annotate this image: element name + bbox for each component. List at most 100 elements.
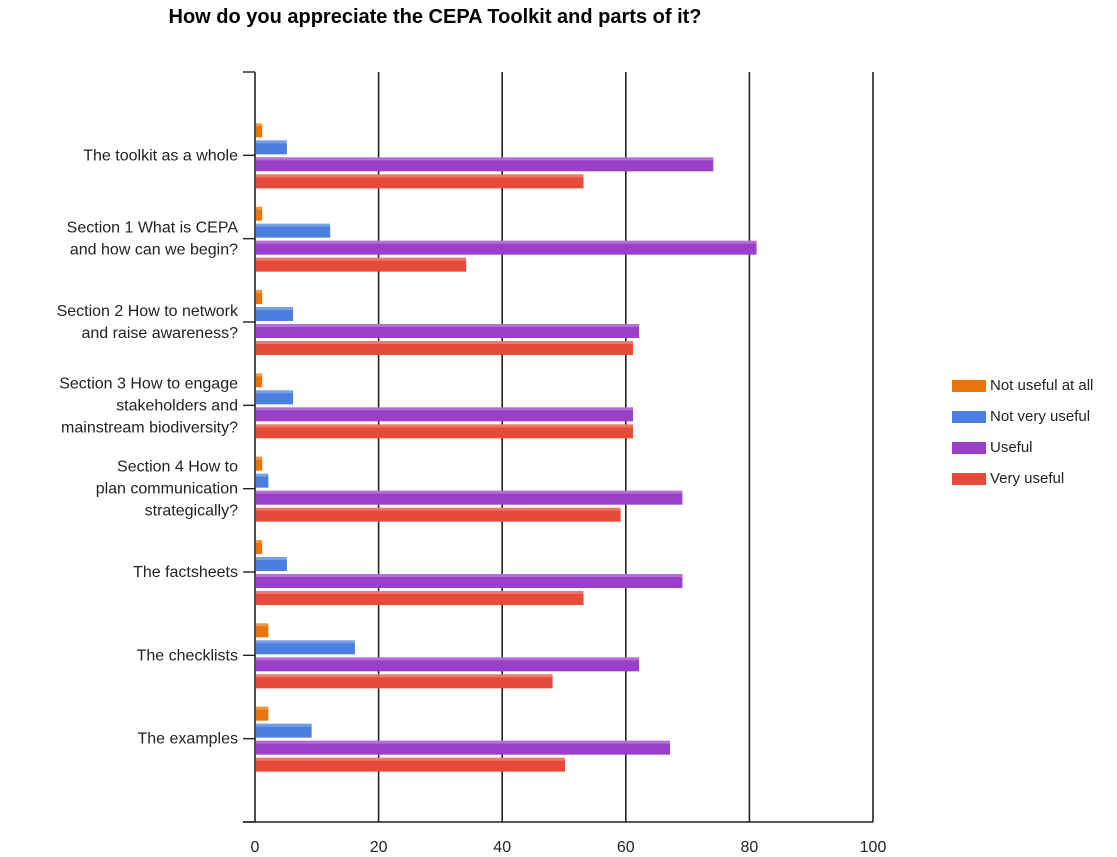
category-label: Section 3 How to engage bbox=[59, 375, 238, 392]
bar-highlight bbox=[256, 140, 287, 144]
bar-highlight bbox=[256, 623, 269, 627]
legend-item: Not useful at all bbox=[952, 370, 1117, 401]
legend-label: Not very useful bbox=[990, 408, 1091, 425]
bar bbox=[256, 407, 633, 422]
bar-highlight bbox=[256, 407, 633, 411]
bar-highlight bbox=[256, 174, 584, 178]
legend-label: Very useful bbox=[990, 470, 1065, 487]
bar bbox=[256, 456, 263, 471]
bar bbox=[256, 507, 621, 522]
bar bbox=[256, 324, 640, 338]
bar bbox=[256, 623, 269, 638]
bar bbox=[256, 307, 294, 321]
bar-highlight bbox=[256, 757, 565, 761]
category-label: Section 4 How to bbox=[117, 459, 238, 476]
legend: Not useful at all Not very useful Useful Ve… bbox=[952, 370, 1117, 494]
legend-label: Useful bbox=[990, 439, 1033, 456]
category-label: plan communication bbox=[96, 481, 238, 498]
bar bbox=[256, 706, 269, 721]
bar-highlight bbox=[256, 574, 683, 577]
bar bbox=[256, 174, 584, 189]
bar-highlight bbox=[256, 424, 633, 428]
legend-swatch bbox=[952, 472, 986, 485]
bar-highlight bbox=[256, 591, 584, 594]
bar-highlight bbox=[256, 341, 633, 344]
bar-highlight bbox=[256, 240, 757, 244]
bar bbox=[256, 223, 331, 238]
category-label: stakeholders and bbox=[116, 397, 238, 414]
bar-highlight bbox=[256, 290, 263, 293]
bar bbox=[256, 473, 269, 488]
bar-highlight bbox=[256, 373, 263, 377]
category-label: and how can we begin? bbox=[70, 242, 238, 259]
bar bbox=[256, 206, 263, 221]
legend-item: Very useful bbox=[952, 463, 1117, 494]
bar-highlight bbox=[256, 206, 263, 210]
category-label: and raise awareness? bbox=[81, 325, 238, 342]
bars bbox=[256, 123, 757, 772]
bar-chart: 0 20 40 60 80 100 The toolkit as a whole Sectio… bbox=[57, 71, 887, 856]
bar-highlight bbox=[256, 473, 269, 477]
bar-highlight bbox=[256, 540, 263, 543]
legend-swatch bbox=[952, 441, 986, 454]
category-label: mainstream biodiversity? bbox=[61, 419, 238, 436]
category-label: The factsheets bbox=[133, 564, 238, 581]
x-tick-label: 0 bbox=[251, 839, 260, 856]
bar bbox=[256, 157, 714, 172]
category-label: The toolkit as a whole bbox=[83, 147, 238, 164]
x-tick-label: 80 bbox=[741, 839, 759, 856]
bar-highlight bbox=[256, 657, 640, 661]
bar-highlight bbox=[256, 456, 263, 460]
bar bbox=[256, 490, 683, 505]
bar-highlight bbox=[256, 674, 553, 678]
bar bbox=[256, 640, 355, 655]
labels: 0 20 40 60 80 100 The toolkit as a whole Sectio… bbox=[57, 147, 887, 856]
bar bbox=[256, 424, 633, 439]
bar bbox=[256, 140, 287, 155]
bar-highlight bbox=[256, 223, 331, 227]
category-label: The checklists bbox=[137, 647, 238, 664]
bar bbox=[256, 390, 294, 405]
bar bbox=[256, 257, 467, 272]
category-label: The examples bbox=[138, 731, 239, 748]
legend-swatch bbox=[952, 410, 986, 423]
legend-item: Not very useful bbox=[952, 401, 1117, 432]
bar-highlight bbox=[256, 723, 312, 727]
bar bbox=[256, 540, 263, 554]
grid-lines bbox=[377, 72, 874, 822]
bar-highlight bbox=[256, 390, 294, 394]
legend-label: Not useful at all bbox=[990, 377, 1094, 394]
axes bbox=[243, 71, 873, 823]
bar-highlight bbox=[256, 257, 467, 261]
category-label: strategically? bbox=[145, 503, 238, 520]
bar-highlight bbox=[256, 123, 263, 127]
bar bbox=[256, 757, 565, 772]
bar bbox=[256, 240, 757, 255]
x-tick-label: 60 bbox=[617, 839, 635, 856]
bar-highlight bbox=[256, 324, 640, 327]
bar bbox=[256, 341, 633, 355]
bar-highlight bbox=[256, 740, 671, 744]
bar-highlight bbox=[256, 157, 714, 161]
legend-item: Useful bbox=[952, 432, 1117, 463]
bar-highlight bbox=[256, 557, 287, 560]
bar bbox=[256, 674, 553, 689]
bar bbox=[256, 574, 683, 588]
chart-title: How do you appreciate the CEPA Toolkit a… bbox=[168, 6, 702, 28]
bar-highlight bbox=[256, 490, 683, 494]
x-tick-label: 100 bbox=[860, 839, 887, 856]
bar bbox=[256, 557, 287, 571]
bar bbox=[256, 123, 263, 138]
bar bbox=[256, 657, 640, 672]
bar bbox=[256, 723, 312, 738]
category-label: Section 2 How to network bbox=[57, 303, 239, 320]
bar bbox=[256, 740, 671, 755]
bar-highlight bbox=[256, 307, 294, 310]
bar-highlight bbox=[256, 706, 269, 710]
bar bbox=[256, 591, 584, 605]
x-tick-label: 40 bbox=[493, 839, 511, 856]
bar-highlight bbox=[256, 640, 355, 644]
bar-highlight bbox=[256, 507, 621, 511]
legend-swatch bbox=[952, 379, 986, 392]
bar bbox=[256, 373, 263, 388]
